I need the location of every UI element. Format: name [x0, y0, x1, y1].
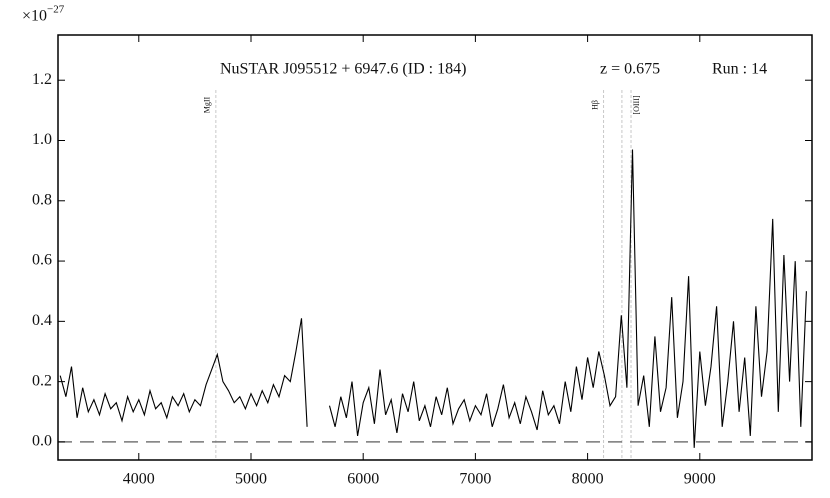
- x-tick-label: 9000: [684, 471, 716, 488]
- offset-exponent: −27: [47, 4, 65, 16]
- annotation: z = 0.675: [600, 61, 660, 78]
- spectrum: [59, 149, 807, 448]
- annotation: Run : 14: [712, 61, 767, 78]
- line-label: Hβ: [590, 100, 599, 110]
- y-tick-label: 0.8: [32, 191, 52, 208]
- x-tick-label: 7000: [459, 471, 491, 488]
- y-tick-label: 0.6: [32, 252, 52, 269]
- line-label: MgII: [203, 96, 212, 113]
- y-tick-label: 1.2: [32, 71, 52, 88]
- plot-frame: [57, 34, 813, 461]
- x-tick-label: 8000: [572, 471, 604, 488]
- annotation: NuSTAR J095512 + 6947.6 (ID : 184): [220, 61, 466, 78]
- line-label: [OIII]: [632, 95, 641, 114]
- y-tick-label: 0.4: [32, 312, 52, 329]
- y-tick-label: 0.0: [32, 433, 52, 450]
- x-tick-label: 6000: [347, 471, 379, 488]
- x-tick-label: 4000: [123, 471, 155, 488]
- x-tick-label: 5000: [235, 471, 267, 488]
- offset-base: ×10: [22, 8, 47, 25]
- y-tick-label: 0.2: [32, 372, 52, 389]
- y-tick-label: 1.0: [32, 131, 52, 148]
